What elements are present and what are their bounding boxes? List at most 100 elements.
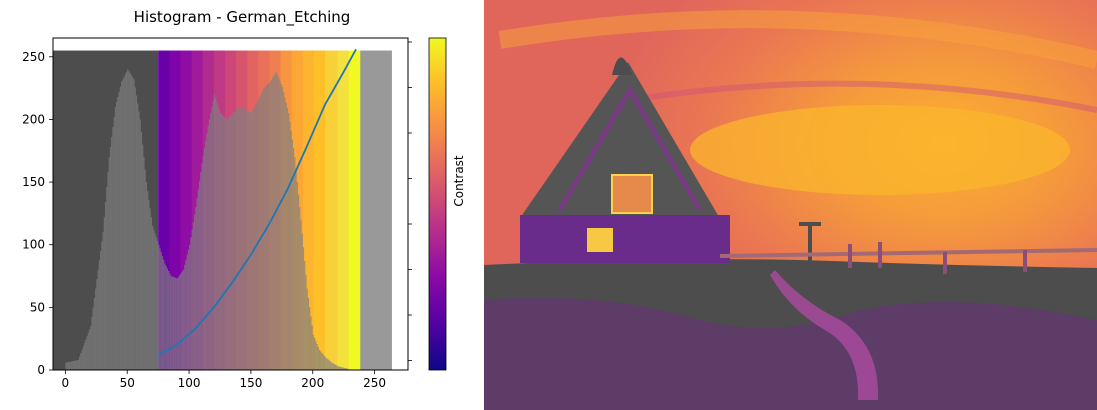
histogram-bar: [122, 79, 124, 370]
color-band-13: [302, 50, 315, 370]
histogram-bar: [106, 187, 108, 370]
histogram-bar: [263, 88, 265, 370]
histogram-bar: [217, 105, 219, 370]
histogram-bar: [66, 362, 68, 370]
histogram-bar: [253, 108, 255, 370]
histogram-bar: [195, 207, 197, 370]
histogram-bar: [134, 87, 136, 370]
histogram-bar: [72, 360, 75, 370]
histogram-bar: [271, 77, 274, 370]
histogram-bar: [299, 207, 301, 370]
histogram-bar: [202, 155, 204, 370]
histogram-bar: [245, 110, 248, 370]
histogram-bar: [108, 157, 110, 370]
histogram-bar: [294, 157, 296, 370]
histogram-bar: [181, 271, 183, 370]
histogram-bar: [187, 249, 190, 370]
cross-bar: [799, 222, 821, 226]
x-tick-label: 0: [62, 376, 70, 390]
histogram-bar: [185, 259, 187, 370]
histogram-bar: [252, 110, 254, 370]
sky-arc-2: [599, 80, 1097, 113]
histogram-bar: [169, 273, 171, 370]
right-axis-ticks: [408, 41, 412, 361]
y-axis: 0 50 100 150 200 250: [22, 50, 53, 377]
histogram-bar: [144, 169, 146, 370]
histogram-bar: [135, 95, 138, 370]
histogram-bar: [101, 241, 103, 370]
histogram-bar: [339, 366, 342, 370]
histogram-bar: [327, 359, 329, 370]
histogram-layer: [65, 69, 349, 370]
histogram-bar: [107, 172, 109, 370]
histogram-bar: [129, 73, 131, 370]
histogram-bar: [200, 172, 202, 370]
histogram-bar: [148, 199, 150, 370]
histogram-bar: [218, 109, 220, 370]
histogram-bar: [219, 113, 222, 370]
color-band-17: [348, 50, 361, 370]
histogram-bar: [300, 219, 302, 370]
histogram-bar: [190, 237, 192, 370]
histogram-bar: [312, 334, 314, 370]
histogram-bar: [117, 96, 119, 370]
foreground-path: [770, 270, 879, 400]
histogram-bar: [232, 113, 234, 370]
histogram-bar: [316, 343, 318, 370]
histogram-bar: [341, 367, 343, 370]
histogram-bar: [150, 217, 152, 370]
histogram-bar: [156, 240, 159, 370]
histogram-bar: [210, 113, 212, 370]
histogram-bar: [326, 358, 328, 370]
histogram-bar: [161, 255, 164, 370]
colorbar-label: Contrast: [452, 155, 466, 207]
histogram-bar: [130, 75, 133, 370]
histogram-bar: [198, 180, 201, 370]
histogram-bar: [166, 268, 169, 370]
fence-posts: [848, 242, 1027, 274]
histogram-bar: [274, 73, 276, 370]
histogram-bar: [142, 144, 144, 370]
histogram-bar: [182, 269, 185, 370]
histogram-bar: [208, 119, 211, 370]
histogram-bar: [310, 316, 312, 370]
histogram-bar: [213, 94, 216, 370]
histogram-bar: [226, 119, 228, 370]
cross-post: [808, 222, 812, 262]
histogram-bar: [257, 100, 259, 370]
x-tick-label: 250: [363, 376, 386, 390]
church-dome: [612, 57, 632, 75]
histogram-bar: [283, 92, 285, 370]
histogram-bar: [88, 329, 91, 370]
histogram-bar: [207, 125, 209, 370]
histogram-bar: [346, 368, 348, 370]
histogram-bar: [336, 365, 338, 370]
histogram-bar: [315, 340, 317, 370]
histogram-bar: [270, 79, 272, 370]
histogram-bar: [297, 194, 300, 370]
histogram-bar: [116, 101, 118, 370]
histogram-bar: [255, 103, 258, 370]
histogram-bar: [343, 367, 345, 370]
church-roof-planks: [557, 85, 703, 212]
histogram-bar: [313, 337, 316, 370]
histogram-bar: [233, 111, 235, 370]
histogram-bar: [307, 297, 310, 370]
histogram-bar: [288, 113, 290, 370]
histogram-bar: [133, 79, 135, 370]
histogram-bar: [124, 74, 126, 370]
histogram-bar: [285, 102, 287, 370]
histogram-bar: [212, 100, 214, 370]
church-porch: [611, 174, 653, 214]
colorbar: Contrast: [428, 37, 466, 371]
histogram-bar: [98, 260, 101, 370]
histogram-bar: [184, 264, 186, 370]
histogram-bar: [254, 105, 256, 370]
x-tick-label: 150: [239, 376, 262, 390]
y-tick-label: 50: [30, 300, 45, 314]
histogram-bar: [249, 112, 251, 370]
histogram-bar: [194, 214, 196, 370]
histogram-bar: [227, 118, 229, 370]
histogram-bar: [81, 349, 83, 370]
histogram-bar: [172, 277, 175, 370]
